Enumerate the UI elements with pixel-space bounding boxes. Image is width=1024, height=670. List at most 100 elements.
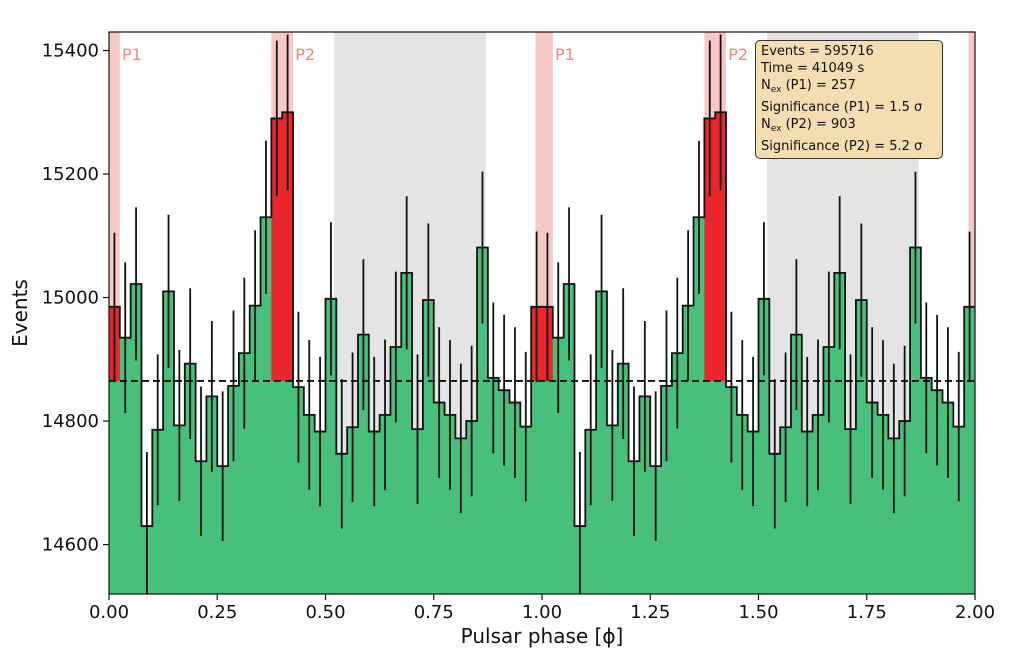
bar-base	[228, 385, 240, 594]
significance-p1-stat: Significance (P1) = 1.5 σ	[761, 100, 923, 115]
bar-base	[639, 396, 651, 594]
bar-base	[293, 387, 305, 594]
y-tick-label: 15200	[42, 164, 99, 185]
bar-base	[910, 380, 922, 594]
bar-base	[531, 380, 543, 594]
bar	[693, 217, 705, 381]
y-axis-label: Events	[8, 279, 32, 347]
bar-base	[661, 385, 673, 594]
x-tick-label: 1.00	[522, 602, 562, 623]
bar-base	[834, 380, 846, 594]
bar-base	[596, 380, 608, 594]
bar-base	[866, 402, 878, 594]
x-tick-label: 2.00	[955, 602, 995, 623]
peak-bar	[282, 112, 294, 381]
bar-base	[888, 438, 900, 594]
peak-label: P2	[728, 45, 748, 64]
bar-base	[726, 387, 738, 594]
bar-base	[433, 402, 445, 594]
bar-base	[379, 414, 391, 594]
bar-base	[282, 380, 294, 594]
bar-base	[736, 414, 748, 594]
bar-base	[487, 380, 499, 594]
peak-bar	[271, 118, 283, 381]
x-axis-ticks: 0.00 0.25 0.50 0.75 1.00 1.25 1.50 1.75 2.00	[89, 594, 995, 623]
x-tick-label: 0.75	[414, 602, 454, 623]
bar-base	[758, 380, 770, 594]
histogram-outline	[109, 111, 975, 527]
bar-base	[671, 380, 684, 594]
peak-labels: P1 P2 P1 P2	[122, 45, 748, 64]
bar-base	[563, 380, 575, 594]
bar-base	[877, 414, 889, 594]
bar-base	[325, 380, 337, 594]
bar-base	[801, 431, 813, 594]
bar-base	[509, 402, 521, 594]
bar-base	[422, 380, 435, 594]
y-tick-label: 15400	[42, 41, 99, 62]
bar-base	[693, 380, 705, 594]
bar	[260, 217, 272, 381]
bar-base	[845, 429, 857, 594]
bar-base	[238, 380, 251, 594]
bar-base	[477, 380, 489, 594]
peak-bar	[715, 112, 727, 381]
bar-base	[184, 380, 196, 594]
bar-base	[585, 429, 597, 594]
bar-base	[520, 426, 532, 594]
bar-base	[606, 425, 619, 594]
bar-base	[942, 402, 954, 594]
x-tick-label: 1.50	[738, 602, 778, 623]
y-tick-label: 14600	[42, 535, 99, 556]
bar-base	[249, 380, 261, 594]
bar-base	[412, 429, 424, 594]
error-bars	[113, 34, 971, 594]
bar-base	[206, 396, 218, 594]
bar-base	[401, 380, 413, 594]
x-tick-label: 0.25	[197, 602, 237, 623]
x-tick-label: 0.00	[89, 602, 129, 623]
bar-base	[368, 431, 380, 594]
bar-base	[119, 380, 131, 594]
bar-base	[109, 380, 121, 594]
bar-base	[953, 426, 965, 594]
bar-base	[455, 438, 467, 594]
bar-base	[780, 427, 792, 594]
nex-p1-value: (P1) = 257	[785, 78, 856, 93]
x-tick-label: 0.50	[305, 602, 345, 623]
statistics-box: Events = 595716 Time = 41049 s Nex (P1) …	[755, 40, 943, 159]
bar-base	[173, 425, 186, 594]
bar-base	[552, 380, 564, 594]
bar-base	[303, 414, 315, 594]
bar-base	[130, 380, 142, 594]
x-tick-label: 1.75	[847, 602, 887, 623]
bar-base	[617, 380, 629, 594]
bar-base	[682, 380, 694, 594]
bar-base	[823, 380, 835, 594]
peak-bar	[704, 118, 716, 381]
bar-base	[260, 380, 272, 594]
y-tick-label: 15000	[42, 288, 99, 309]
bar-base	[466, 421, 478, 594]
bar-base	[357, 380, 370, 594]
bar-base	[271, 380, 283, 594]
nex-p2-value: (P2) = 903	[785, 117, 856, 132]
time-stat: Time = 41049 s	[761, 61, 865, 76]
bar-base	[314, 431, 326, 594]
nex-p1-stat: Nex (P1) = 257	[761, 77, 935, 99]
bar-base	[920, 380, 932, 594]
nex-subscript: ex	[770, 85, 782, 95]
bar-base	[715, 380, 727, 594]
y-axis-ticks: 14600 14800 15000 15200 15400	[42, 41, 109, 556]
x-axis-label: Pulsar phase [ϕ]	[461, 624, 624, 648]
bar-base	[931, 390, 943, 594]
nex-p2-stat: Nex (P2) = 903	[761, 116, 935, 138]
bar-base	[964, 380, 976, 594]
bar-base	[152, 429, 164, 594]
significance-p2-stat: Significance (P2) = 5.2 σ	[761, 139, 923, 154]
y-tick-label: 14800	[42, 411, 99, 432]
bar-base	[390, 380, 402, 594]
bar-base	[812, 414, 824, 594]
